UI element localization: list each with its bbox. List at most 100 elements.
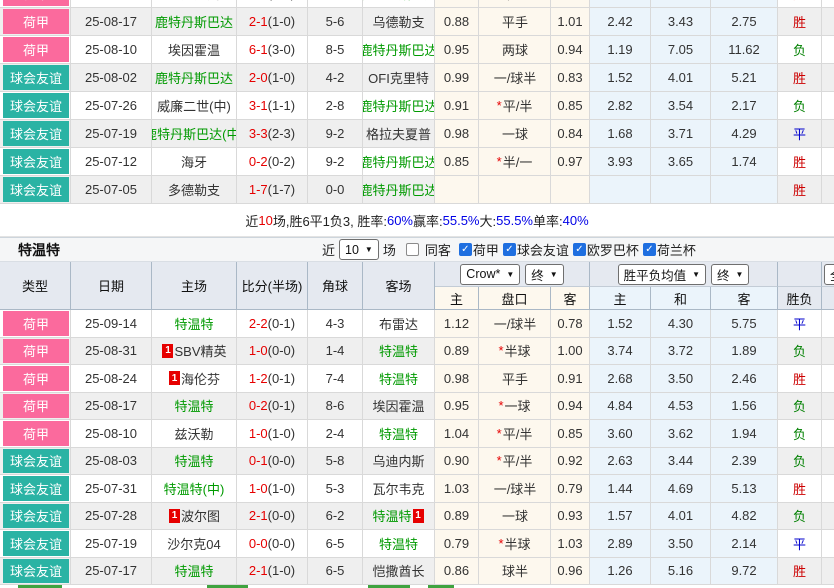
bookmaker-select[interactable]: Crow* ▼ xyxy=(460,263,521,285)
line-text: 球半 xyxy=(501,564,528,580)
date-cell: 25-07-28 xyxy=(71,502,152,529)
odds-away-cell: 1.94 xyxy=(711,420,778,447)
score-cell: 3-1 (1-1) xyxy=(237,92,308,119)
line-text: 平手 xyxy=(501,371,528,387)
match-row: 荷甲 25-08-17 鹿特丹斯巴达 2-1 (1-0) 5-6 乌德勒支 0.… xyxy=(0,8,834,36)
away-team-cell: OFI克里特 xyxy=(363,64,435,91)
home-team-cell: 特温特 xyxy=(152,557,237,584)
header-odds-home: 主 xyxy=(590,287,651,309)
checkbox-checked-icon[interactable]: ✓ xyxy=(502,243,516,256)
away-team-name: 鹿特丹斯巴达 xyxy=(363,43,435,58)
ah-home-odds-cell: 1.00 xyxy=(435,0,479,7)
match-row: 荷甲 25-08-17 特温特 0-2 (0-1) 8-6 埃因霍温 0.95 … xyxy=(0,392,834,420)
league-filter[interactable]: ✓ 荷兰杯 xyxy=(639,240,696,259)
away-team-name: 乌德勒支 xyxy=(372,15,425,30)
line-star: * xyxy=(496,425,502,441)
ah-home-odds-cell xyxy=(435,176,479,203)
match-row: 荷甲 25-08-31 1 SBV精英 1-0 (0-0) 1-4 特温特 0.… xyxy=(0,337,834,365)
ah-away-odds-cell: 0.79 xyxy=(551,475,590,502)
odds-home-cell: 1.68 xyxy=(590,120,651,147)
odds-away-cell: 1.56 xyxy=(711,392,778,419)
home-team-name: 特温特 xyxy=(174,316,214,332)
home-team-name: 鹿特丹斯巴达(中) xyxy=(152,127,236,142)
euro-avg-select[interactable]: 胜平负均值 ▼ xyxy=(617,263,706,285)
checkbox-checked-icon[interactable]: ✓ xyxy=(458,243,472,256)
ah-line-cell: * 平/半 xyxy=(479,92,551,119)
checkbox-checked-icon[interactable]: ✓ xyxy=(572,243,586,256)
handicap-result-cell: 输 xyxy=(822,420,834,447)
match-count-select[interactable]: 10 ▼ xyxy=(339,239,379,260)
sparta-table-body: 荷甲 25-08-23 前进之鹰 0-3 (0-1) 12-1 鹿特丹斯巴达 1… xyxy=(0,0,834,204)
handicap-result-cell: 输 xyxy=(822,393,834,420)
league-filter[interactable]: ✓ 荷甲 xyxy=(455,240,499,259)
odds-draw-cell: 7.05 xyxy=(651,36,711,63)
corners-cell: 6-5 xyxy=(308,557,363,584)
ah-away-odds-cell: 0.93 xyxy=(551,502,590,529)
halftime-score: (1-0) xyxy=(267,425,296,441)
league-cell: 荷甲 xyxy=(0,392,71,419)
same-away-checkbox[interactable] xyxy=(405,243,419,256)
odds-draw-cell: 3.50 xyxy=(651,365,711,392)
league-cell: 荷甲 xyxy=(0,310,71,337)
away-team-cell: 埃因霍温 xyxy=(363,392,435,419)
score-cell: 1-0 (1-0) xyxy=(237,420,308,447)
odds-away-cell: 3.60 xyxy=(711,0,778,7)
home-team-name: 兹沃勒 xyxy=(174,426,214,442)
odds-away-cell: 5.75 xyxy=(711,310,778,337)
odds-away-cell: 4.82 xyxy=(711,502,778,529)
ah-home-odds-cell: 0.99 xyxy=(435,64,479,91)
fulltime-score: 1-0 xyxy=(248,343,268,359)
odds-draw-cell: 3.62 xyxy=(651,420,711,447)
odds-home-cell: 2.63 xyxy=(590,447,651,474)
match-row: 荷甲 25-08-10 埃因霍温 6-1 (3-0) 8-5 鹿特丹斯巴达 0.… xyxy=(0,36,834,64)
result-cell: 负 xyxy=(778,337,822,364)
away-team-name: OFI克里特 xyxy=(368,71,429,86)
handicap-result-cell: 输 xyxy=(822,448,834,475)
euro-final-select[interactable]: 终 ▼ xyxy=(711,263,750,285)
header-result: 胜负 xyxy=(778,287,822,309)
header-home: 主场 xyxy=(152,262,237,309)
green-stat-box xyxy=(368,585,410,588)
ah-line-cell: 一球 xyxy=(479,502,551,529)
handicap-result-cell: 输 xyxy=(822,475,834,502)
result-cell: 胜 xyxy=(778,557,822,584)
ah-away-odds-cell: 0.94 xyxy=(551,36,590,63)
result-text: 负 xyxy=(792,43,806,58)
fulltime-score: 0-3 xyxy=(249,0,268,1)
league-cell: 荷甲 xyxy=(0,36,71,63)
match-row: 球会友谊 25-07-05 多德勒支 1-7 (1-7) 0-0 鹿特丹斯巴达 … xyxy=(0,176,834,204)
red-card-badge: 1 xyxy=(168,371,180,386)
fulltime-score: 1-7 xyxy=(248,182,268,197)
ah-line-cell: 一球 xyxy=(479,120,551,147)
match-row: 球会友谊 25-07-17 特温特 2-1 (1-0) 6-5 恺撒酋长 0.8… xyxy=(0,557,834,585)
chevron-down-icon: ▼ xyxy=(506,269,515,279)
ah-home-odds-cell: 1.03 xyxy=(435,475,479,502)
ah-line-cell: * 半球 xyxy=(479,337,551,364)
fulltime-score: 3-3 xyxy=(248,126,268,141)
date-cell: 25-07-19 xyxy=(71,530,152,557)
header-score: 比分(半场) xyxy=(237,262,308,309)
checkbox-checked-icon[interactable]: ✓ xyxy=(642,243,656,256)
league-filter[interactable]: ✓ 欧罗巴杯 xyxy=(569,240,639,259)
league-filter[interactable]: ✓ 球会友谊 xyxy=(499,240,569,259)
home-team-cell: 特温特(中) xyxy=(152,475,237,502)
odds-draw-cell: 3.72 xyxy=(651,337,711,364)
league-badge: 球会友谊 xyxy=(3,93,69,118)
home-team-name: 鹿特丹斯巴达 xyxy=(154,15,233,30)
corners-cell: 2-4 xyxy=(308,420,363,447)
all-select[interactable]: 全 ▼ xyxy=(824,263,834,285)
ah-final-select[interactable]: 终 ▼ xyxy=(525,263,564,285)
green-stat-box xyxy=(428,585,454,588)
ah-away-odds-cell: 1.03 xyxy=(551,530,590,557)
handicap-result-cell xyxy=(822,0,834,7)
odds-home-cell: 2.42 xyxy=(590,8,651,35)
ah-line-cell: * 半球 xyxy=(479,530,551,557)
away-team-name: 特温特 xyxy=(378,344,418,360)
ah-home-odds-cell: 0.91 xyxy=(435,92,479,119)
league-cell: 球会友谊 xyxy=(0,530,71,557)
date-cell: 25-07-26 xyxy=(71,92,152,119)
league-filter-group: ✓ 荷甲 ✓ 球会友谊 ✓ 欧罗巴杯 ✓ 荷兰杯 xyxy=(455,240,696,259)
result-text: 负 xyxy=(792,344,806,360)
summary-segment: 大: xyxy=(479,213,497,229)
league-cell: 球会友谊 xyxy=(0,447,71,474)
